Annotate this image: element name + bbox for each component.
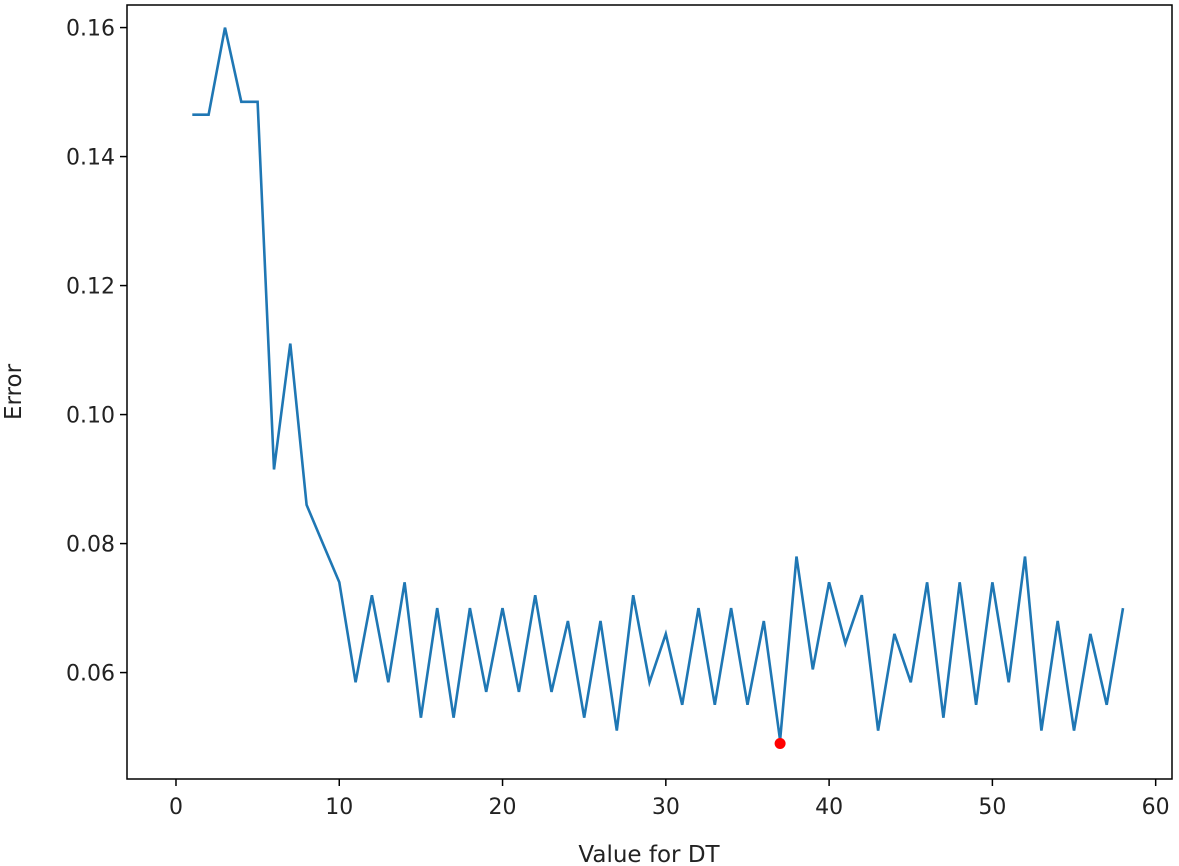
x-tick-label: 40: [815, 795, 843, 820]
series-line: [192, 27, 1125, 741]
x-axis-label: Value for DT: [578, 842, 720, 866]
plot-frame: [126, 4, 1173, 780]
y-axis-label: Error: [1, 363, 27, 420]
y-tick-label: 0.12: [66, 275, 115, 300]
y-tick-label: 0.16: [66, 17, 115, 42]
x-tick-label: 30: [652, 795, 680, 820]
y-axis-ticks: 0.06 0.08 0.10 0.12 0.14 0.16: [66, 17, 127, 687]
minimum-point-marker: [774, 738, 786, 749]
x-tick-label: 0: [169, 795, 183, 820]
x-tick-label: 20: [489, 795, 517, 820]
y-tick-label: 0.14: [66, 146, 115, 171]
y-tick-label: 0.06: [66, 662, 115, 687]
plot-area: [126, 4, 1173, 780]
x-tick-label: 50: [978, 795, 1006, 820]
x-axis-ticks: 0 10 20 30 40 50 60: [169, 779, 1170, 820]
x-tick-label: 60: [1142, 795, 1170, 820]
y-tick-label: 0.08: [66, 533, 115, 558]
y-tick-label: 0.10: [66, 404, 115, 429]
x-tick-label: 10: [325, 795, 353, 820]
